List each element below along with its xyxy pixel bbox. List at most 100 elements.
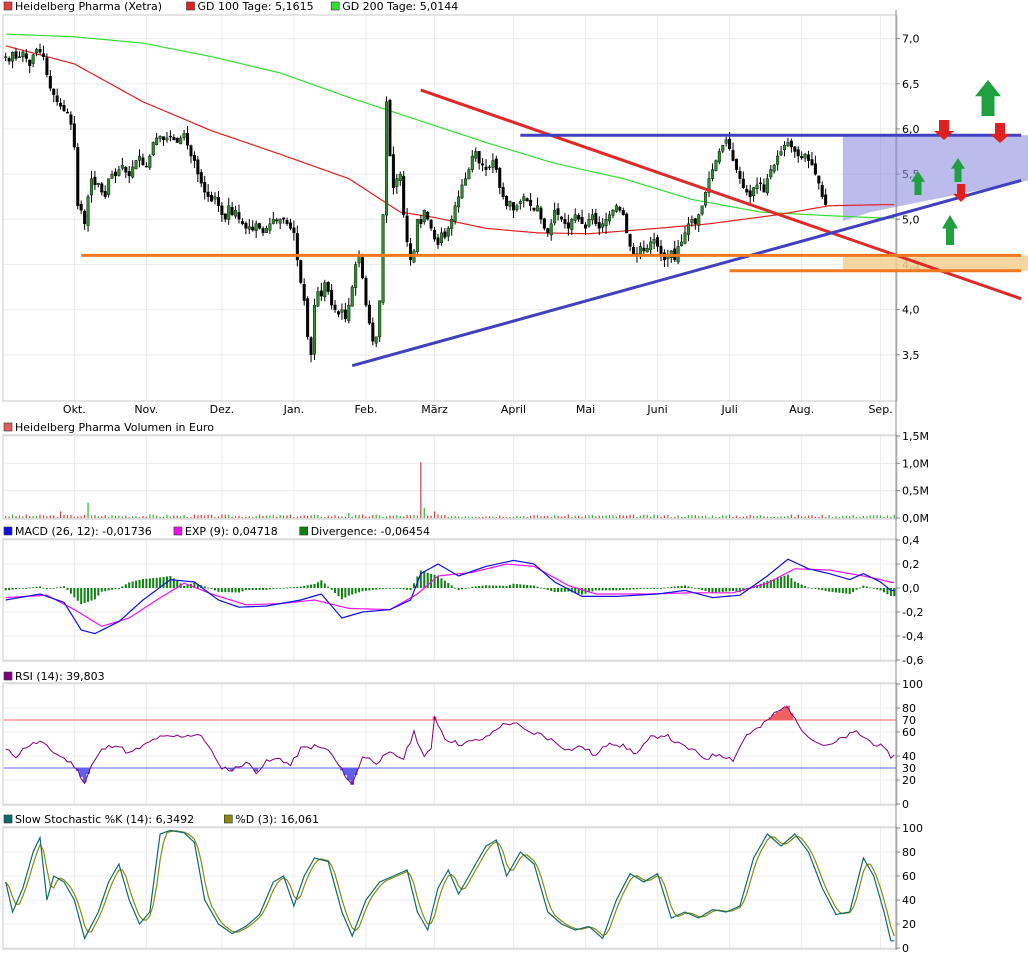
divergence-bar — [776, 577, 779, 588]
divergence-bar — [155, 577, 158, 588]
candle — [337, 311, 341, 315]
divergence-bar — [93, 588, 96, 600]
divergence-bar — [25, 588, 28, 589]
divergence-bar — [502, 585, 505, 588]
volume-bar — [862, 515, 865, 518]
candle — [460, 184, 464, 199]
divergence-bar — [52, 588, 55, 589]
divergence-bar — [886, 588, 889, 595]
candle — [113, 171, 117, 177]
candle — [151, 142, 155, 155]
candle — [299, 260, 303, 283]
divergence-bar — [354, 588, 357, 594]
volume-bar — [780, 516, 782, 518]
candle — [59, 102, 63, 107]
divergence-bar — [265, 588, 268, 590]
divergence-bar — [385, 588, 388, 589]
legend-label: GD 100 Tage: 5,1615 — [198, 0, 314, 13]
candle — [367, 304, 371, 324]
candle — [330, 289, 334, 306]
candle — [312, 304, 316, 355]
panel-frame-macd — [2, 538, 898, 662]
volume-bar — [735, 515, 738, 518]
volume-bar — [660, 516, 662, 518]
divergence-bar — [402, 588, 405, 590]
volume-bar — [197, 515, 199, 518]
divergence-bar — [241, 588, 244, 592]
divergence-bar — [687, 586, 690, 588]
volume-bar — [869, 515, 871, 518]
divergence-bar — [515, 584, 518, 588]
divergence-bar — [852, 588, 855, 592]
divergence-bar — [344, 588, 347, 598]
volume-bar — [533, 515, 535, 518]
volume-bar — [8, 516, 10, 518]
divergence-bar — [138, 579, 141, 588]
volume-bar — [22, 516, 24, 518]
volume-bar — [629, 514, 631, 518]
divergence-bar — [21, 588, 24, 589]
volume-bar — [715, 516, 717, 518]
divergence-bar — [677, 586, 680, 588]
candle — [546, 228, 550, 234]
volume-bar — [221, 514, 223, 518]
divergence-bar — [15, 588, 18, 590]
candle — [93, 176, 97, 186]
divergence-bar — [509, 584, 512, 588]
candle — [254, 223, 258, 232]
volume-bar — [49, 515, 51, 518]
volume-bar — [145, 516, 147, 518]
candle — [69, 114, 73, 125]
candle — [41, 53, 45, 57]
volume-bar — [324, 516, 326, 518]
divergence-bar — [433, 574, 436, 588]
x-tick-label: April — [501, 403, 526, 416]
candle — [556, 208, 560, 215]
volume-bar — [698, 516, 700, 518]
y-tick-label: 60 — [902, 726, 916, 739]
divergence-bar — [327, 586, 330, 588]
candle — [378, 300, 382, 338]
divergence-bar — [248, 588, 251, 591]
candle — [505, 195, 509, 206]
divergence-bar — [529, 585, 532, 588]
panel-frame-volume — [2, 434, 898, 520]
divergence-bar — [358, 588, 361, 593]
volume-bar — [5, 516, 7, 518]
volume-bar — [39, 514, 41, 518]
divergence-bar — [797, 583, 800, 588]
candle — [28, 59, 32, 66]
volume-bar — [344, 516, 346, 518]
divergence-bar — [711, 588, 714, 593]
candle — [285, 220, 289, 225]
volume-bar — [478, 516, 480, 518]
y-tick-label: 100 — [902, 822, 923, 835]
volume-bar — [612, 515, 614, 518]
panel-frame-stochastic — [2, 826, 898, 950]
volume-bar — [337, 516, 340, 518]
candle — [652, 238, 656, 244]
volume-bar — [245, 516, 247, 518]
volume-bar — [368, 516, 370, 518]
candle — [535, 205, 539, 212]
divergence-bar — [231, 588, 234, 593]
volume-bar — [300, 515, 302, 518]
divergence-bar — [872, 588, 875, 589]
divergence-bar — [625, 588, 628, 590]
candle — [542, 218, 546, 229]
gd200-line — [5, 33, 895, 219]
legend-swatch — [3, 422, 13, 432]
volume-bar — [255, 516, 257, 518]
divergence-bar — [443, 580, 446, 588]
volume-bar — [883, 517, 885, 518]
candle — [385, 101, 389, 216]
divergence-bar — [793, 581, 796, 588]
candle — [721, 145, 725, 152]
volume-bar — [279, 514, 281, 518]
volume-bar — [684, 517, 686, 518]
candle — [288, 222, 292, 229]
resistance-zone — [842, 135, 1028, 222]
divergence-bar — [879, 588, 882, 591]
volume-bar — [523, 515, 525, 518]
candle — [621, 210, 625, 215]
